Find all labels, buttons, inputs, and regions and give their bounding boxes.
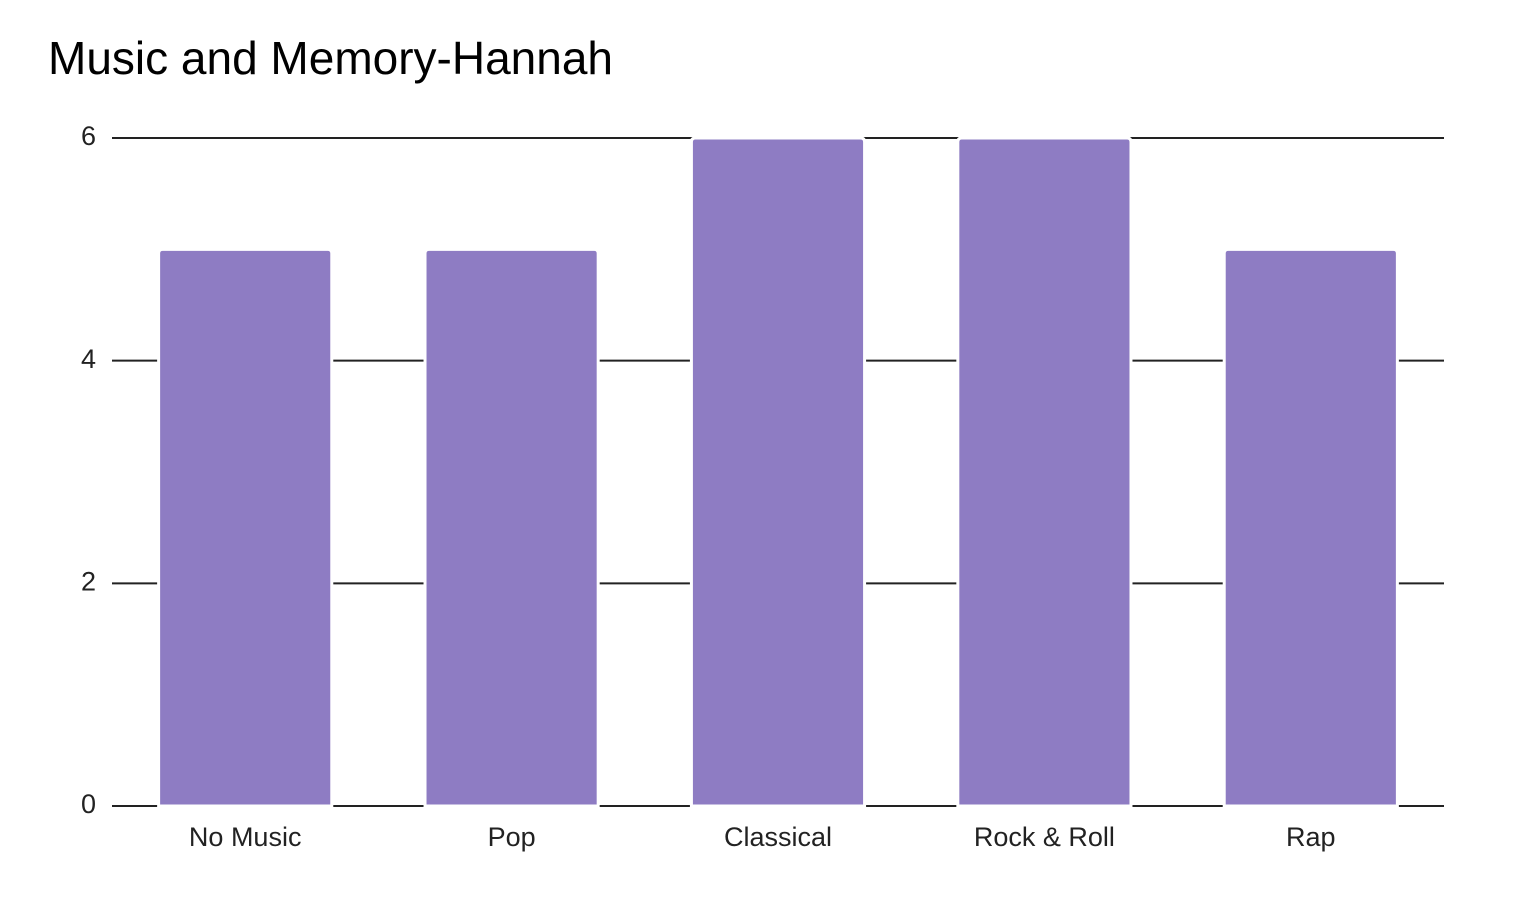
y-tick-label: 4 <box>81 344 96 374</box>
y-tick-label: 0 <box>81 789 96 819</box>
bar <box>423 247 600 808</box>
y-tick-label: 2 <box>81 566 96 596</box>
bar <box>157 247 334 808</box>
bar <box>956 136 1133 808</box>
x-tick-label: Rap <box>1286 822 1336 852</box>
x-tick-label: No Music <box>189 822 302 852</box>
bar <box>689 136 867 808</box>
bar <box>1222 247 1399 808</box>
x-tick-label: Classical <box>724 822 832 852</box>
chart-title: Music and Memory-Hannah <box>48 32 613 84</box>
x-tick-label: Rock & Roll <box>974 822 1115 852</box>
x-tick-label: Pop <box>488 822 536 852</box>
y-tick-label: 6 <box>81 121 96 151</box>
